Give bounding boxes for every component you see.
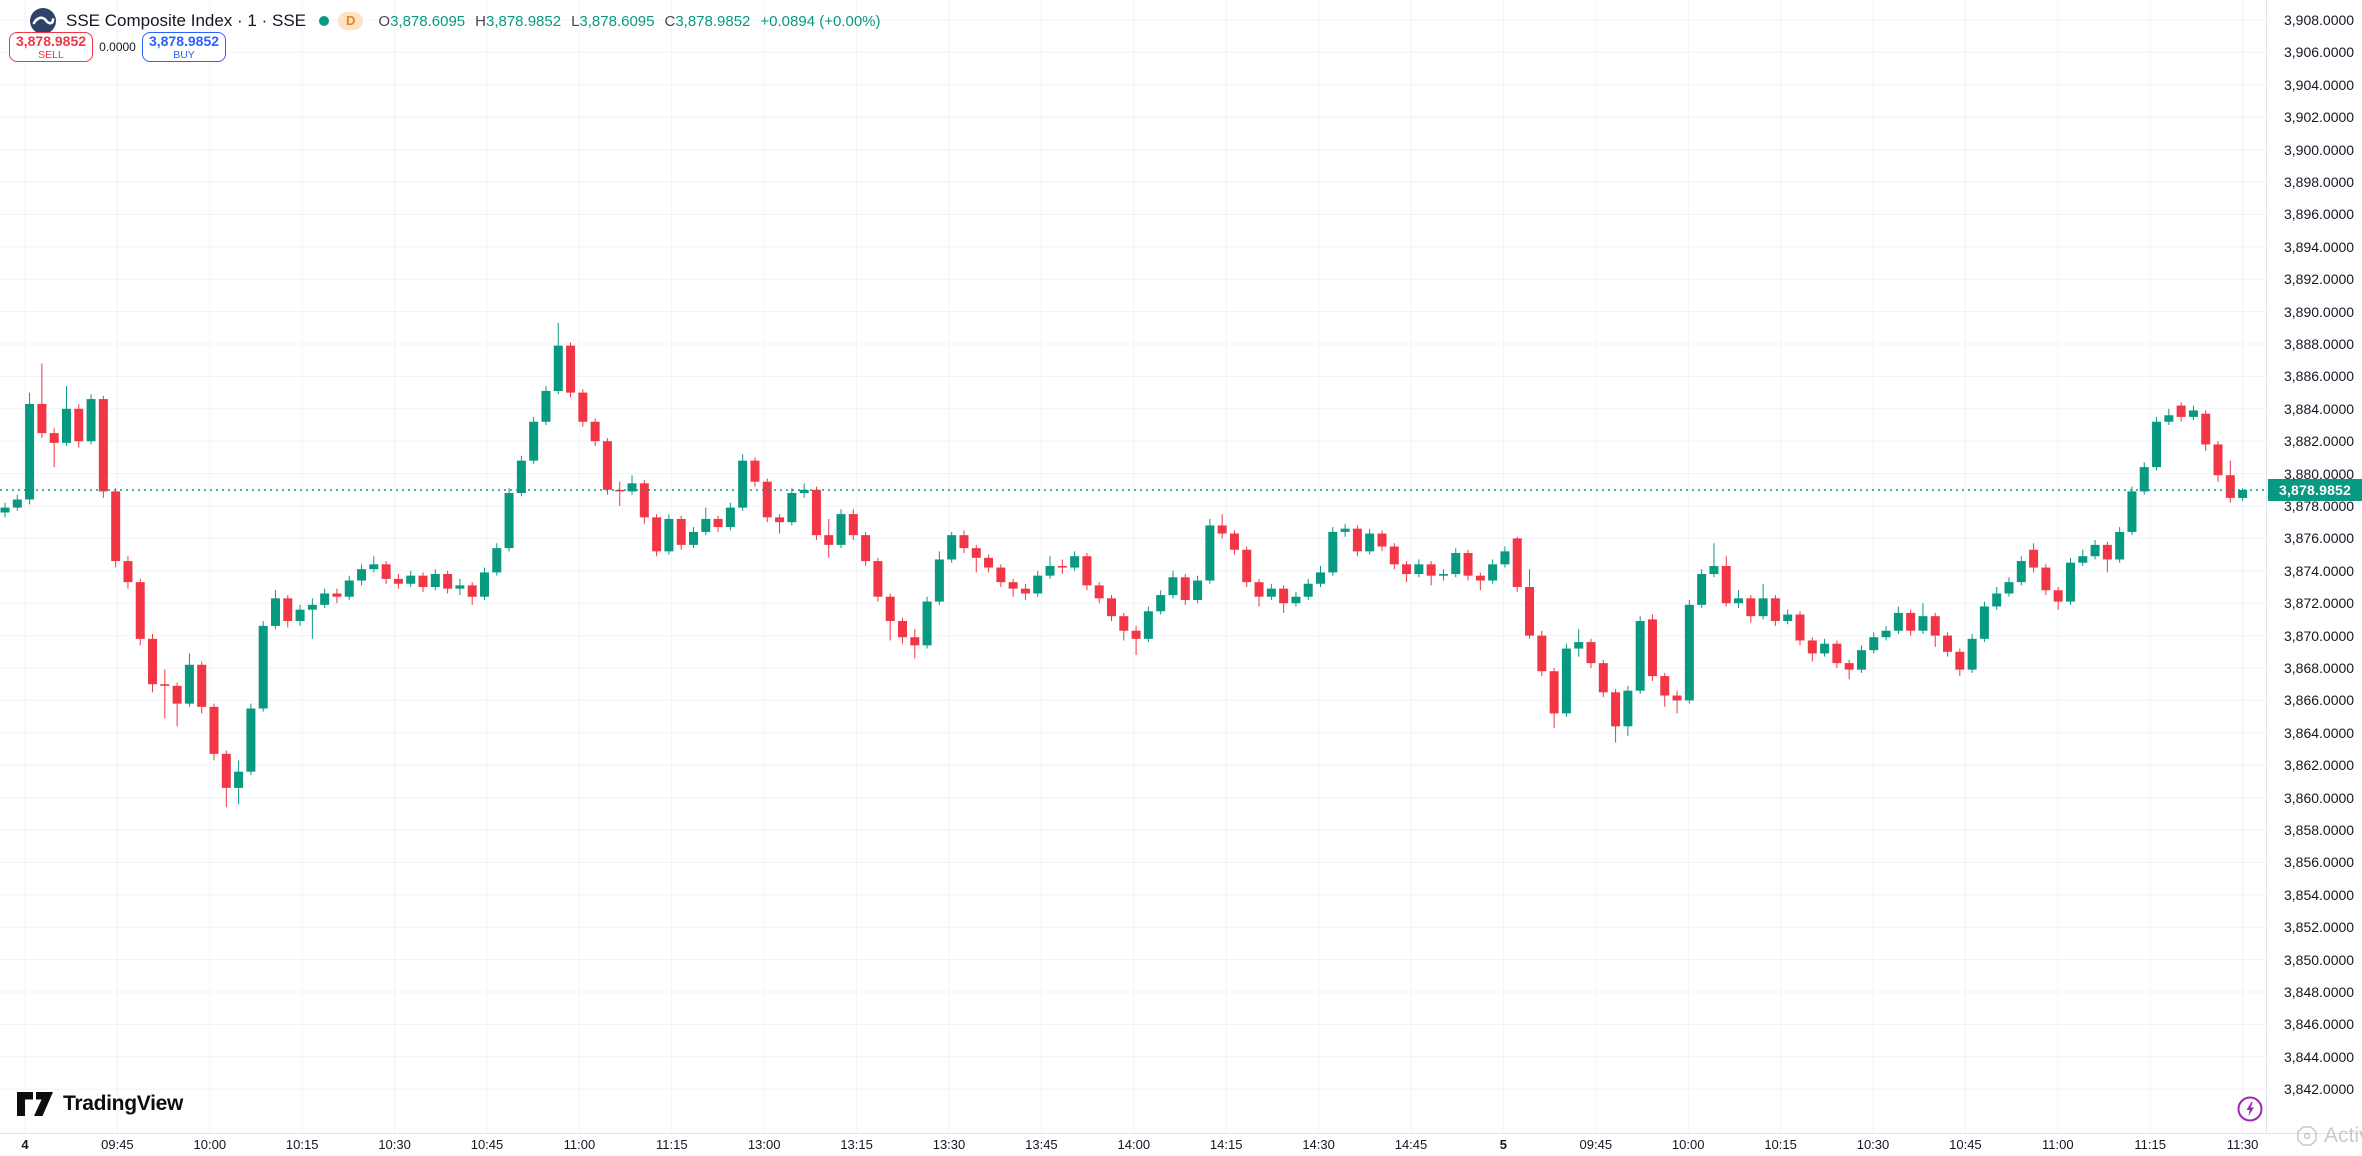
time-tick-label: 10:30 (378, 1137, 411, 1152)
close-value: C3,878.9852 (664, 12, 751, 30)
open-value: O3,878.6095 (378, 12, 466, 30)
time-tick-label: 14:15 (1209, 1137, 1243, 1152)
time-tick-label: 10:00 (193, 1137, 227, 1152)
time-tick-label: 10:45 (470, 1137, 504, 1152)
price-tick-label: 3,850.0000 (2284, 951, 2355, 968)
time-tick-label: 13:00 (747, 1137, 781, 1152)
time-tick-label: 10:15 (285, 1137, 319, 1152)
trade-panel: 3,878.9852 SELL 0.0000 3,878.9852 BUY (9, 32, 226, 62)
time-tick-label: 09:45 (1579, 1137, 1613, 1152)
price-tick-label: 3,894.0000 (2284, 238, 2355, 255)
sell-button[interactable]: 3,878.9852 SELL (9, 32, 93, 62)
time-tick-label: 11:15 (2134, 1137, 2166, 1152)
price-tick-label: 3,876.0000 (2284, 530, 2355, 547)
time-tick-label: 11:30 (2226, 1137, 2259, 1152)
tradingview-logo[interactable]: TradingView (17, 1092, 183, 1116)
price-tick-label: 3,896.0000 (2284, 206, 2355, 223)
price-tick-label: 3,858.0000 (2284, 822, 2355, 838)
price-tick-label: 3,862.0000 (2284, 757, 2355, 774)
price-tick-label: 3,888.0000 (2284, 336, 2355, 352)
market-status-dot-icon (319, 16, 329, 26)
low-value: L3,878.6095 (571, 12, 655, 30)
price-tick-label: 3,908.0000 (2284, 12, 2355, 28)
price-tick-label: 3,868.0000 (2284, 660, 2355, 676)
ohlc-values: O3,878.6095 H3,878.9852 L3,878.6095 C3,8… (378, 13, 880, 30)
tradingview-logo-icon (17, 1092, 53, 1116)
symbol-legend: SSE Composite Index · 1 · SSE D O3,878.6… (29, 7, 881, 35)
price-tick-label: 3,854.0000 (2284, 886, 2355, 903)
time-tick-label: 10:15 (1764, 1137, 1797, 1152)
instant-trading-lightning-icon[interactable] (2237, 1096, 2263, 1122)
price-tick-label: 3,844.0000 (2284, 1048, 2355, 1065)
price-tick-label: 3,886.0000 (2284, 368, 2355, 385)
buy-label: BUY (173, 48, 195, 61)
sse-exchange-logo-icon (30, 8, 56, 34)
time-tick-label: 5 (1499, 1137, 1508, 1152)
candlestick-canvas[interactable] (0, 0, 2266, 1133)
time-axis[interactable]: 4 09:45 10:00 10:15 10:30 10:45 11:00 11:15 13:0… (0, 1133, 2362, 1156)
spread-value: 0.0000 (99, 40, 136, 54)
price-tick-label: 3,872.0000 (2284, 595, 2355, 612)
time-tick-label: 14:45 (1394, 1137, 1428, 1152)
time-tick-label: 10:00 (1671, 1137, 1705, 1152)
time-tick-label: 14:00 (1117, 1137, 1151, 1152)
price-tick-label: 3,874.0000 (2284, 562, 2355, 579)
price-tick-label: 3,902.0000 (2284, 109, 2355, 126)
price-tick-label: 3,864.0000 (2284, 724, 2355, 741)
price-tick-label: 3,882.0000 (2284, 433, 2355, 450)
time-tick-label: 11:15 (656, 1137, 688, 1152)
data-delay-badge[interactable]: D (338, 12, 364, 30)
time-tick-label: 10:30 (1856, 1137, 1890, 1152)
price-tick-label: 3,892.0000 (2284, 271, 2355, 288)
high-value: H3,878.9852 (475, 12, 562, 30)
last-price-tag[interactable]: 3,878.9852 (2268, 479, 2362, 502)
buy-button[interactable]: 3,878.9852 BUY (142, 32, 226, 62)
watermark-text: Activ (2324, 1124, 2362, 1147)
tradingview-logo-text: TradingView (63, 1092, 184, 1115)
time-tick-label: 13:30 (932, 1137, 966, 1152)
change-value: +0.0894 (+0.00%) (760, 12, 881, 30)
sell-price: 3,878.9852 (15, 32, 87, 49)
price-tick-label: 3,906.0000 (2284, 44, 2355, 61)
time-tick-label: 4 (21, 1137, 29, 1152)
price-tick-label: 3,848.0000 (2284, 984, 2355, 1000)
price-tick-label: 3,878.0000 (2284, 498, 2355, 514)
price-tick-label: 3,884.0000 (2284, 400, 2355, 417)
price-axis[interactable]: 3,878.9852 3,908.0000 3,906.0000 3,904.000… (2266, 0, 2362, 1133)
price-tick-label: 3,880.0000 (2284, 465, 2355, 482)
price-tick-label: 3,898.0000 (2284, 174, 2355, 190)
buy-price: 3,878.9852 (148, 32, 220, 49)
time-tick-label: 10:45 (1949, 1137, 1982, 1152)
price-tick-label: 3,904.0000 (2284, 76, 2355, 93)
price-tick-label: 3,860.0000 (2284, 789, 2355, 806)
system-watermark: Activ (2296, 1124, 2362, 1148)
price-tick-label: 3,846.0000 (2284, 1016, 2355, 1033)
time-tick-label: 13:45 (1025, 1137, 1058, 1152)
price-tick-label: 3,890.0000 (2284, 303, 2355, 320)
time-tick-label: 14:30 (1302, 1137, 1335, 1152)
watermark-glyph-icon (2297, 1126, 2317, 1146)
price-tick-label: 3,900.0000 (2284, 141, 2355, 158)
price-tick-label: 3,866.0000 (2284, 692, 2355, 709)
price-tick-label: 3,852.0000 (2284, 919, 2355, 936)
time-tick-label: 13:15 (840, 1137, 873, 1152)
sell-label: SELL (38, 48, 64, 61)
price-tick-label: 3,842.0000 (2284, 1081, 2355, 1098)
chart-plot-area[interactable] (0, 0, 2266, 1133)
time-tick-label: 09:45 (101, 1137, 134, 1152)
time-tick-label: 11:00 (2042, 1137, 2074, 1152)
price-tick-label: 3,856.0000 (2284, 854, 2355, 871)
price-tick-label: 3,870.0000 (2284, 627, 2355, 644)
time-tick-label: 11:00 (563, 1137, 596, 1152)
symbol-title[interactable]: SSE Composite Index · 1 · SSE (66, 11, 306, 30)
